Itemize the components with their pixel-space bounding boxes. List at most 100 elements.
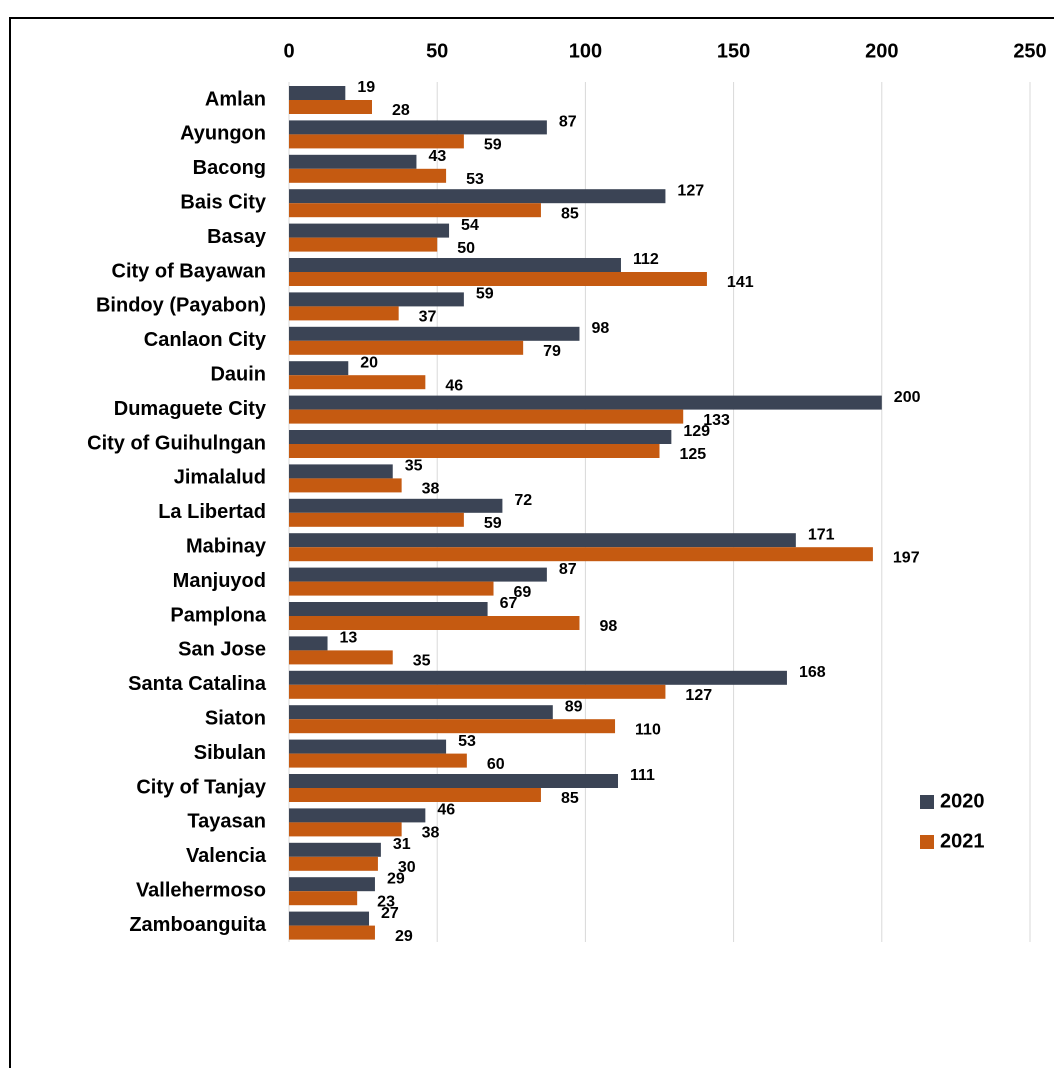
y-tick-label: Santa Catalina [128, 673, 267, 695]
value-label: 53 [466, 171, 484, 188]
y-tick-label: Bais City [180, 191, 266, 213]
bar [289, 822, 402, 837]
bar [289, 705, 553, 720]
y-tick-label: Pamplona [170, 604, 266, 626]
value-label: 168 [799, 664, 826, 681]
y-tick-label: Bindoy (Payabon) [96, 295, 266, 317]
value-label: 85 [561, 205, 579, 222]
value-label: 53 [458, 733, 476, 750]
bar [289, 409, 684, 424]
y-tick-label: Basay [207, 226, 267, 248]
value-label: 23 [377, 893, 395, 910]
value-label: 60 [487, 756, 505, 773]
y-tick-label: Manjuyod [173, 570, 266, 592]
bar [289, 120, 547, 135]
value-label: 29 [387, 870, 405, 887]
value-label: 79 [543, 343, 561, 360]
bar [289, 636, 328, 651]
value-label: 35 [405, 458, 423, 475]
value-label: 197 [893, 549, 920, 566]
y-tick-label: Sibulan [194, 742, 266, 764]
y-tick-label: City of Bayawan [112, 260, 266, 282]
bar [289, 154, 417, 169]
bar [289, 925, 375, 940]
bar [289, 340, 524, 355]
value-label: 28 [392, 102, 410, 119]
bar [289, 684, 666, 699]
value-label: 110 [635, 721, 661, 738]
x-tick-label: 100 [569, 40, 602, 62]
bar [289, 168, 447, 183]
bar [289, 567, 547, 582]
value-label: 69 [514, 584, 532, 601]
bar [289, 616, 580, 630]
bar [289, 808, 426, 823]
value-label: 129 [683, 423, 710, 440]
bar [289, 306, 399, 321]
y-tick-label: City of Tanjay [136, 776, 267, 798]
value-label: 20 [360, 354, 378, 371]
value-label: 59 [476, 286, 494, 303]
bar [289, 237, 438, 252]
y-tick-label: Mabinay [186, 535, 267, 557]
bar [289, 877, 375, 892]
legend-label: 2021 [940, 830, 985, 852]
value-label: 43 [428, 148, 446, 165]
bar [289, 739, 447, 754]
bar [289, 498, 503, 513]
y-tick-label: Dumaguete City [114, 398, 267, 420]
value-label: 98 [591, 320, 609, 337]
bar [289, 856, 378, 871]
value-label: 112 [633, 251, 659, 268]
bar [289, 650, 393, 665]
value-label: 200 [894, 389, 921, 406]
value-label: 30 [398, 859, 416, 876]
y-tick-label: Bacong [193, 157, 266, 179]
y-tick-label: Tayasan [187, 811, 266, 833]
bar [289, 292, 464, 307]
bar [289, 444, 660, 458]
y-tick-label: Jimalalud [174, 467, 266, 489]
bar [289, 753, 467, 768]
legend-swatch [920, 795, 934, 809]
bar [289, 375, 426, 390]
x-tick-label: 50 [426, 40, 448, 62]
value-label: 171 [808, 526, 835, 543]
bar [289, 774, 619, 788]
y-tick-label: Valencia [186, 845, 267, 867]
bar [289, 272, 707, 286]
y-tick-label: San Jose [178, 639, 266, 661]
value-label: 38 [422, 481, 440, 498]
bar [289, 223, 450, 238]
value-label: 72 [514, 492, 532, 509]
y-tick-label: Zamboanguita [129, 914, 267, 936]
value-label: 127 [677, 182, 704, 199]
x-tick-label: 200 [865, 40, 898, 62]
value-label: 87 [559, 114, 577, 131]
value-label: 127 [685, 687, 712, 704]
x-tick-label: 150 [717, 40, 750, 62]
bar [289, 719, 616, 734]
bar [289, 478, 402, 493]
bar [289, 788, 541, 802]
bar [289, 602, 488, 616]
value-label: 38 [422, 825, 440, 842]
frame [9, 17, 1054, 1068]
value-label: 111 [630, 767, 655, 784]
legend-label: 2020 [940, 790, 985, 812]
y-tick-label: Siaton [205, 707, 266, 729]
bar [289, 100, 372, 114]
bar [289, 134, 464, 149]
bar [289, 203, 541, 218]
value-label: 98 [599, 618, 617, 635]
bar [289, 395, 882, 410]
y-tick-label: Amlan [205, 88, 266, 110]
value-label: 125 [680, 446, 707, 463]
value-label: 59 [484, 137, 502, 154]
x-tick-label: 0 [283, 40, 294, 62]
bar [289, 911, 370, 926]
y-tick-label: Vallehermoso [136, 879, 266, 901]
value-label: 85 [561, 790, 579, 807]
bar [289, 361, 349, 376]
